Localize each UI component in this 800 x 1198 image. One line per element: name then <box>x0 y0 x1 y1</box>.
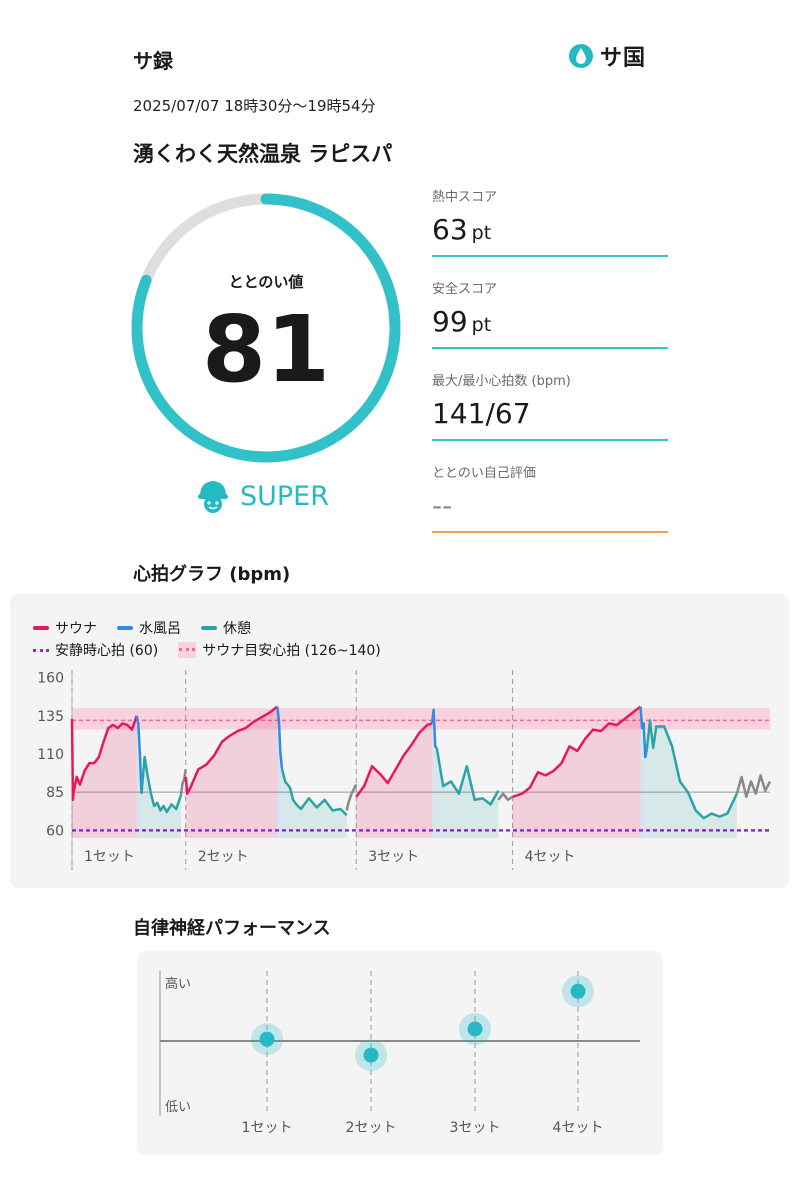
series-area <box>640 706 647 838</box>
rest-swatch <box>201 626 217 630</box>
heat-score: 熱中スコア 63 pt <box>432 186 668 257</box>
set-label: 3セット <box>450 1120 501 1136</box>
legend-water: 水風呂 <box>139 621 181 637</box>
performance-point <box>467 1021 483 1037</box>
heat-score-label: 熱中スコア <box>432 190 498 205</box>
y-tick-label: 110 <box>37 747 64 763</box>
safety-score-unit: pt <box>471 314 492 336</box>
series-area <box>512 706 641 838</box>
series-line <box>179 769 187 796</box>
series-line <box>70 715 138 802</box>
self-evaluation-label: ととのい自己評価 <box>432 466 536 481</box>
sauna-swatch <box>33 626 49 630</box>
set-label: 1セット <box>84 849 135 865</box>
divider <box>432 531 668 533</box>
series-area <box>136 715 142 838</box>
legend-resting: 安静時心拍 (60) <box>55 643 159 659</box>
legend-target: サウナ目安心拍 (126~140) <box>202 643 381 659</box>
target-swatch <box>178 642 197 658</box>
series-area <box>277 706 283 838</box>
rank-badge: SUPER <box>196 478 329 514</box>
series-area <box>646 720 737 838</box>
water-swatch <box>117 626 133 630</box>
heart-rate-range: 最大/最小心拍数 (bpm) 141/67 <box>432 370 668 441</box>
legend-row-1: サウナ 水風呂 休憩 <box>33 618 251 638</box>
heat-score-unit: pt <box>471 222 492 244</box>
y-tick-label: 60 <box>46 823 64 839</box>
series-area <box>141 757 181 838</box>
series-line <box>735 774 772 799</box>
heart-rate-range-value: 141/67 <box>432 397 531 430</box>
series-area <box>356 723 433 838</box>
heat-score-value: 63 <box>432 213 468 246</box>
performance-point <box>363 1047 379 1063</box>
heart-graph-title: 心拍グラフ (bpm) <box>133 564 291 585</box>
target-band <box>72 708 770 730</box>
series-line <box>430 708 438 749</box>
heart-rate-chart: 60 85 110 135 160 1セット 2セット 3セット 4セット <box>37 670 772 870</box>
gauge-label: ととのい値 <box>228 273 304 291</box>
y-tick-label: 85 <box>46 785 64 801</box>
y-tick-label: 135 <box>37 709 64 725</box>
series-line <box>512 705 642 798</box>
set-label: 4セット <box>525 849 576 865</box>
safety-score: 安全スコア 99 pt <box>432 278 668 349</box>
series-line <box>645 719 738 820</box>
facility-name[interactable]: 湧くわく天然温泉 ラピスパ <box>133 142 393 166</box>
high-label: 高い <box>165 976 191 992</box>
page-title: サ録 <box>133 49 173 73</box>
set-label: 4セット <box>553 1120 604 1136</box>
safety-score-value: 99 <box>432 305 468 338</box>
series-line <box>140 755 183 814</box>
set-label: 2セット <box>346 1120 397 1136</box>
divider <box>432 255 668 257</box>
session-datetime: 2025/07/07 18時30分〜19時54分 <box>133 97 376 115</box>
logo-text: サ国 <box>600 46 647 71</box>
series-area <box>282 769 347 838</box>
set-label: 1セット <box>242 1120 293 1136</box>
series-line <box>184 705 279 795</box>
low-label: 低い <box>165 1100 191 1115</box>
totonoi-gauge <box>131 193 401 463</box>
divider <box>432 347 668 349</box>
gauge-value: 81 <box>201 296 331 403</box>
legend-row-2: 安静時心拍 (60) サウナ目安心拍 (126~140) <box>33 640 381 660</box>
series-line <box>276 706 284 770</box>
resting-swatch <box>33 648 49 652</box>
self-evaluation-value: -- <box>432 489 453 522</box>
legend-rest: 休憩 <box>223 621 251 637</box>
water-drop-icon <box>569 44 593 68</box>
performance-point <box>259 1031 275 1047</box>
safety-score-label: 安全スコア <box>432 282 498 297</box>
series-line <box>355 722 433 798</box>
self-evaluation[interactable]: ととのい自己評価 -- <box>432 462 668 533</box>
series-line <box>135 715 143 794</box>
rank-label: SUPER <box>240 480 330 512</box>
series-line <box>497 792 514 802</box>
series-area <box>185 706 278 838</box>
sauna-hat-icon <box>198 481 228 513</box>
divider <box>432 439 668 441</box>
series-area <box>432 709 437 838</box>
series-line <box>280 768 348 816</box>
app-logo: サ国 <box>568 40 646 72</box>
performance-point <box>570 983 586 999</box>
y-tick-label: 160 <box>37 671 64 687</box>
series-area <box>436 747 499 838</box>
gauge-progress <box>131 193 401 463</box>
autonomic-title: 自律神経パフォーマンス <box>133 918 331 939</box>
set-label: 3セット <box>368 849 419 865</box>
series-area <box>72 715 137 838</box>
series-line <box>345 783 358 811</box>
series-line <box>435 747 500 806</box>
heart-rate-range-label: 最大/最小心拍数 (bpm) <box>432 374 571 389</box>
legend-sauna: サウナ <box>55 621 97 637</box>
series-line <box>639 706 649 759</box>
set-label: 2セット <box>198 849 249 865</box>
